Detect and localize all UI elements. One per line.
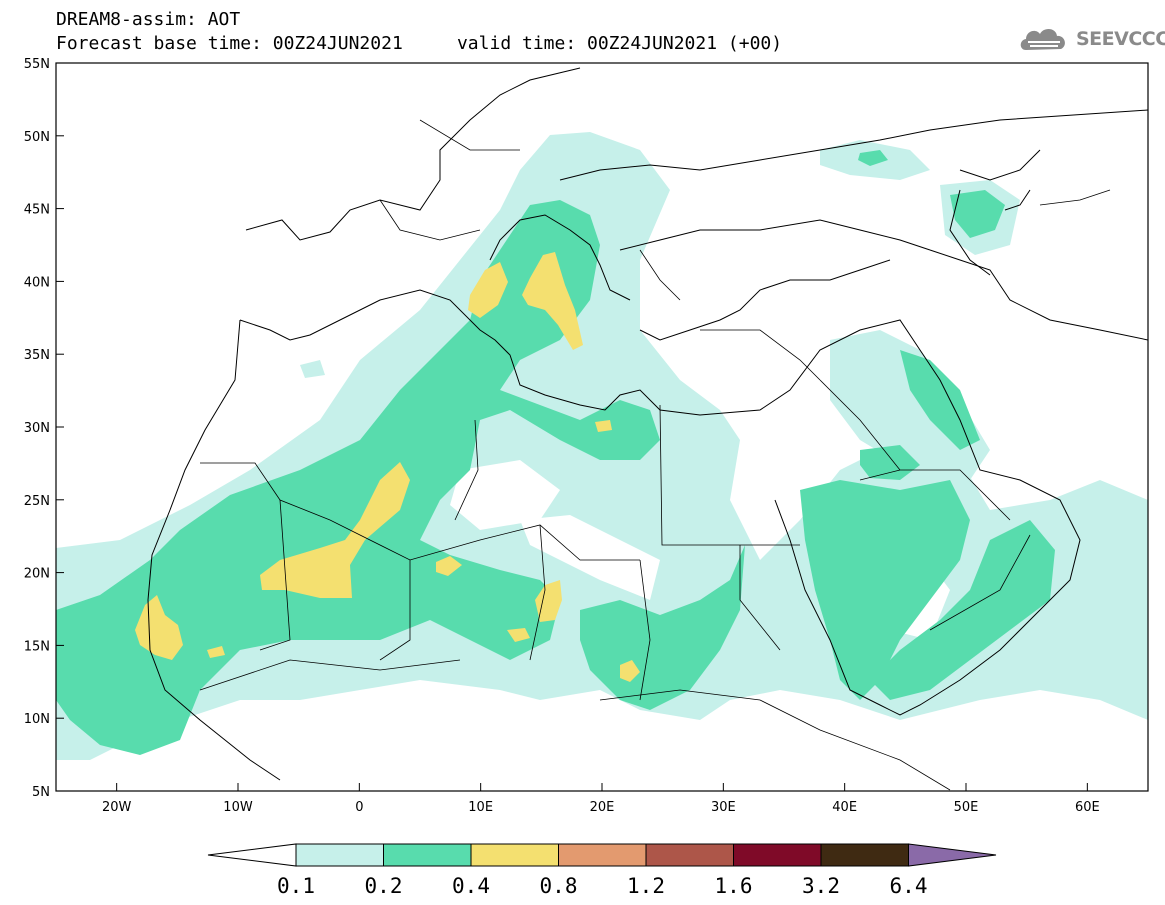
lon-tick-label: 0 (355, 800, 363, 815)
colorbar-level-label: 0.2 (365, 874, 403, 898)
colorbar-box (820, 843, 909, 867)
colorbar-level-label: 3.2 (802, 874, 840, 898)
logo-text: SEEVCCC (1076, 28, 1165, 50)
coastlines (147, 67, 1148, 781)
colorbar-box (733, 843, 822, 867)
colorbar-under-triangle (207, 843, 297, 867)
colorbar-level-label: 0.4 (452, 874, 490, 898)
lon-tick-label: 20W (102, 800, 132, 815)
lon-tick-label: 50E (954, 800, 979, 815)
lat-tick-label: 5N (32, 785, 50, 800)
lat-tick-label: 45N (24, 203, 50, 218)
longitude-axis: 20W 10W 0 10E 20E 30E 40E 50E 60E (102, 783, 1100, 815)
colorbar-over-triangle (908, 843, 997, 867)
colorbar-box (383, 843, 472, 867)
map-subtitle: Forecast base time: 00Z24JUN2021 valid t… (56, 33, 783, 54)
lon-tick-label: 10W (223, 800, 253, 815)
lon-tick-label: 20E (590, 800, 615, 815)
colorbar-box (645, 843, 734, 867)
colorbar-level-label: 1.6 (715, 874, 753, 898)
lon-tick-label: 60E (1075, 800, 1100, 815)
country-borders (199, 119, 1111, 791)
lat-tick-label: 30N (24, 421, 50, 436)
lat-tick-label: 55N (24, 57, 50, 72)
colorbar-box (295, 843, 384, 867)
lat-tick-label: 20N (24, 567, 50, 582)
aot-level-0.4-0.8 (135, 252, 640, 682)
map-title: DREAM8-assim: AOT (56, 9, 241, 30)
colorbar-level-label: 6.4 (890, 874, 928, 898)
lon-tick-label: 10E (468, 800, 493, 815)
colorbar-level-label: 0.1 (277, 874, 315, 898)
seevccc-logo: SEEVCCC (1018, 24, 1165, 54)
colorbar-level-label: 1.2 (627, 874, 665, 898)
lat-tick-label: 25N (24, 494, 50, 509)
lat-tick-label: 40N (24, 275, 50, 290)
lat-tick-label: 35N (24, 348, 50, 363)
colorbar-box (470, 843, 559, 867)
lon-tick-label: 30E (711, 800, 736, 815)
latitude-axis: 55N 50N 45N 40N 35N 30N 25N 20N 15N 10N 5N (24, 57, 64, 800)
colorbar: 0.1 0.2 0.4 0.8 1.2 1.6 3.2 6.4 (207, 843, 997, 898)
lat-tick-label: 15N (24, 639, 50, 654)
colorbar-box (558, 843, 647, 867)
lon-tick-label: 40E (832, 800, 857, 815)
lat-tick-label: 50N (24, 130, 50, 145)
colorbar-level-label: 0.8 (540, 874, 578, 898)
cloud-icon (1020, 28, 1065, 50)
lat-tick-label: 10N (24, 712, 50, 727)
